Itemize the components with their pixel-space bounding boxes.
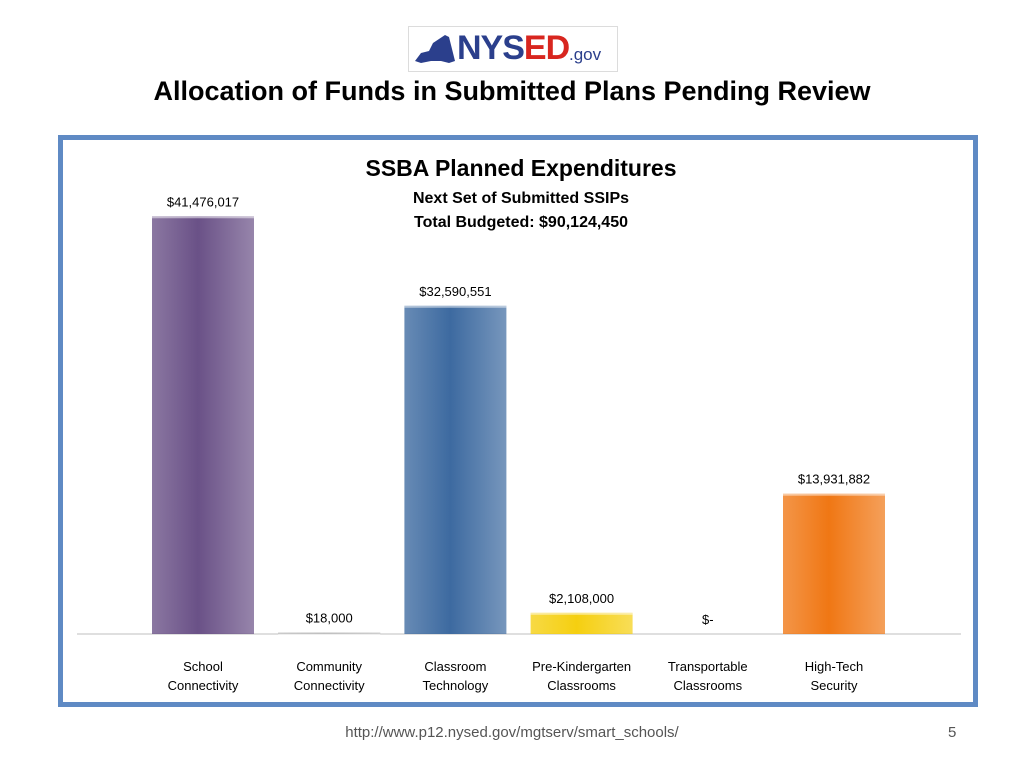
- data-label: $2,108,000: [549, 591, 614, 606]
- page-number: 5: [948, 724, 957, 741]
- data-label: $-: [702, 612, 714, 627]
- data-label: $32,590,551: [419, 284, 491, 299]
- slide-title: Allocation of Funds in Submitted Plans P…: [153, 76, 871, 106]
- bar: [530, 612, 633, 634]
- category-label: Security: [811, 678, 858, 693]
- logo-gov-suffix: .gov: [569, 45, 602, 64]
- data-label: $41,476,017: [167, 194, 239, 209]
- chart-title: SSBA Planned Expenditures: [366, 155, 677, 181]
- bar: [404, 305, 507, 634]
- category-label: Transportable: [668, 659, 748, 674]
- category-label: Classrooms: [673, 678, 742, 693]
- chart-subtitle-line: Next Set of Submitted SSIPs: [413, 190, 629, 207]
- category-label: Pre-Kindergarten: [532, 659, 631, 674]
- bar-highlight: [404, 305, 507, 308]
- bar-chart: SSBA Planned Expenditures Next Set of Sub…: [77, 155, 961, 693]
- bar: [152, 216, 254, 634]
- bar-highlight: [530, 612, 633, 615]
- category-label: High-Tech: [805, 659, 864, 674]
- bar-highlight: [152, 216, 254, 219]
- data-label: $13,931,882: [798, 472, 870, 487]
- bar-highlight: [783, 493, 885, 496]
- logo-wordmark: NYSED: [457, 29, 570, 67]
- category-label: Community: [296, 659, 362, 674]
- data-label: $18,000: [306, 611, 353, 626]
- category-label: Technology: [423, 678, 489, 693]
- source-url[interactable]: http://www.p12.nysed.gov/mgtserv/smart_s…: [345, 724, 679, 741]
- nysed-logo: NYSED .gov: [408, 26, 618, 72]
- category-label: Classroom: [424, 659, 486, 674]
- chart-subtitle-line: Total Budgeted: $90,124,450: [414, 214, 628, 231]
- category-label: Connectivity: [168, 678, 239, 693]
- category-label: Connectivity: [294, 678, 365, 693]
- bar: [783, 493, 885, 634]
- new-york-state-icon: [415, 35, 455, 63]
- category-label: Classrooms: [547, 678, 616, 693]
- chart-frame: SSBA Planned Expenditures Next Set of Sub…: [58, 135, 978, 707]
- bar-highlight: [278, 632, 381, 635]
- category-label: School: [183, 659, 223, 674]
